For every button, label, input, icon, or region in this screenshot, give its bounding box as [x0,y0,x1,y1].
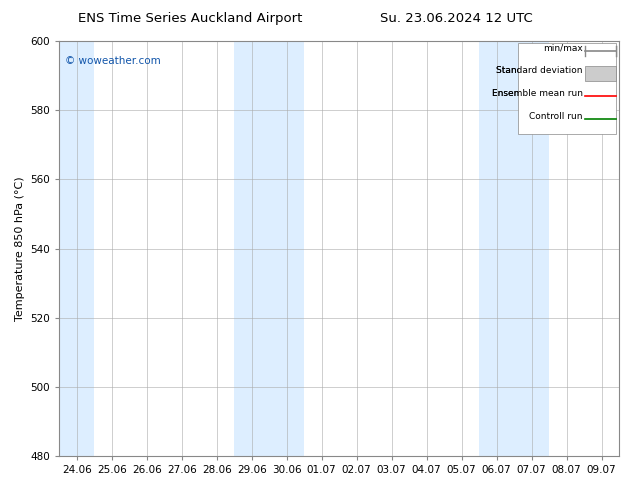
Text: Ensemble mean run: Ensemble mean run [491,89,583,98]
Text: min/max: min/max [543,43,583,52]
Bar [518,43,616,134]
Bar [234,41,304,456]
Bar [60,41,94,456]
Text: Standard deviation: Standard deviation [496,66,583,75]
Text: Ensemble mean run: Ensemble mean run [491,89,583,98]
FancyBboxPatch shape [585,66,616,81]
Text: Controll run: Controll run [529,112,583,121]
Text: min/max: min/max [543,43,583,52]
Text: © woweather.com: © woweather.com [65,55,160,66]
Text: Controll run: Controll run [529,112,583,121]
Y-axis label: Temperature 850 hPa (°C): Temperature 850 hPa (°C) [15,176,25,321]
Text: ENS Time Series Auckland Airport: ENS Time Series Auckland Airport [78,12,302,25]
Text: Su. 23.06.2024 12 UTC: Su. 23.06.2024 12 UTC [380,12,533,25]
Text: Standard deviation: Standard deviation [496,66,583,75]
Bar [479,41,549,456]
FancyBboxPatch shape [585,66,616,81]
